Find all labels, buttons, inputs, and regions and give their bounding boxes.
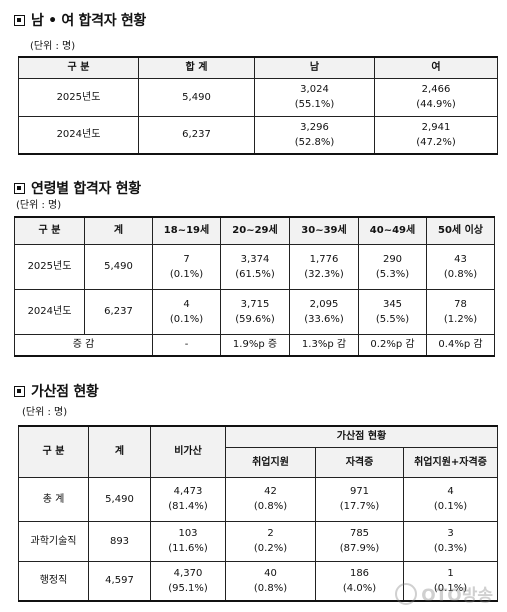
section-title-bonus: 가산점 현황 <box>14 381 99 401</box>
header-male: 남 <box>254 56 375 79</box>
table-row-change: 증 감 - 1.9%p 증 1.3%p 감 0.2%p 감 0.4%p 감 <box>14 333 495 357</box>
section-title-gender: 남 • 여 합격자 현황 <box>14 10 146 30</box>
unit-label: (단위 : 명) <box>30 41 76 52</box>
square-bullet-icon <box>14 14 25 26</box>
unit-label: (단위 : 명) <box>22 407 68 418</box>
table-row: 2024년도 6,237 3,296 (52.8%) 2,941 (47.2%) <box>18 115 498 155</box>
gender-table: 구 분 합 계 남 여 2025년도 5,490 3,024 (55.1%) 2,… <box>18 56 498 155</box>
header-female: 여 <box>374 56 498 79</box>
unit-label: (단위 : 명) <box>16 200 62 211</box>
bonus-table: 구 분 계 비가산 가산점 현황 취업지원 자격증 취업지원+자격증 총 계 5… <box>18 425 498 602</box>
watermark-logo: OTO방송 <box>395 581 493 606</box>
table-row: 과학기술직 893 103 (11.6%) 2 (0.2%) 785 (87.9%) … <box>18 520 498 562</box>
age-table: 구 분 계 18~19세 20~29세 30~39세 40~49세 50세 이상… <box>14 216 495 357</box>
square-bullet-icon <box>14 182 25 194</box>
table-row: 총 계 5,490 4,473 (81.4%) 42 (0.8%) 971 (17.7… <box>18 476 498 522</box>
header-total: 합 계 <box>138 56 255 79</box>
table-row: 2024년도 6,237 4 (0.1%) 3,715 (59.6%) 2,095(… <box>14 288 495 335</box>
table-row: 행정직 4,597 4,370 (95.1%) 40 (0.8%) 186 (4.0%… <box>18 560 498 602</box>
table-row: 2025년도 5,490 7 (0.1%) 3,374 (61.5%) 1,776(… <box>14 243 495 290</box>
table-row: 2025년도 5,490 3,024 (55.1%) 2,466 (44.9%) <box>18 77 498 117</box>
header-category: 구 분 <box>18 56 139 79</box>
section-title-age: 연령별 합격자 현황 <box>14 178 141 198</box>
logo-circle-icon <box>395 582 418 605</box>
square-bullet-icon <box>14 385 25 397</box>
